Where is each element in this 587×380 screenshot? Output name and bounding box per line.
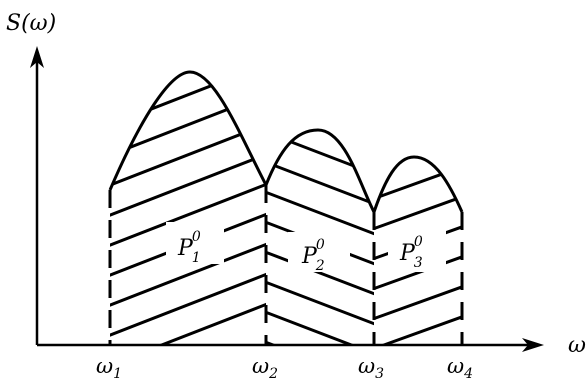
y-axis-label: S(ω) [6,11,56,36]
x-axis-arrow-icon [522,338,544,352]
region-p1 [108,70,268,345]
region-label-p1: P0 1 [177,229,201,266]
y-axis [30,46,44,345]
tick-omega3: ω3 [358,354,384,380]
region-p1-hatching [110,72,266,345]
peak-1-curve [108,70,268,191]
tick-omega1: ω1 [96,354,122,380]
label-2-backdrop [288,232,350,272]
peak-3-curve [372,155,464,213]
tick-omega2: ω2 [252,354,278,380]
region-p2 [264,128,376,345]
region-p3 [372,155,464,345]
x-axis-label: ω [568,333,586,358]
region-label-p3: P0 3 [399,234,423,271]
peak-2-curve [264,128,376,213]
region-label-p2: P0 2 [301,237,325,274]
y-axis-arrow-icon [30,46,44,68]
tick-omega4: ω4 [447,354,473,380]
label-3-backdrop [388,230,446,272]
label-1-backdrop [166,222,224,264]
x-axis [37,338,544,352]
